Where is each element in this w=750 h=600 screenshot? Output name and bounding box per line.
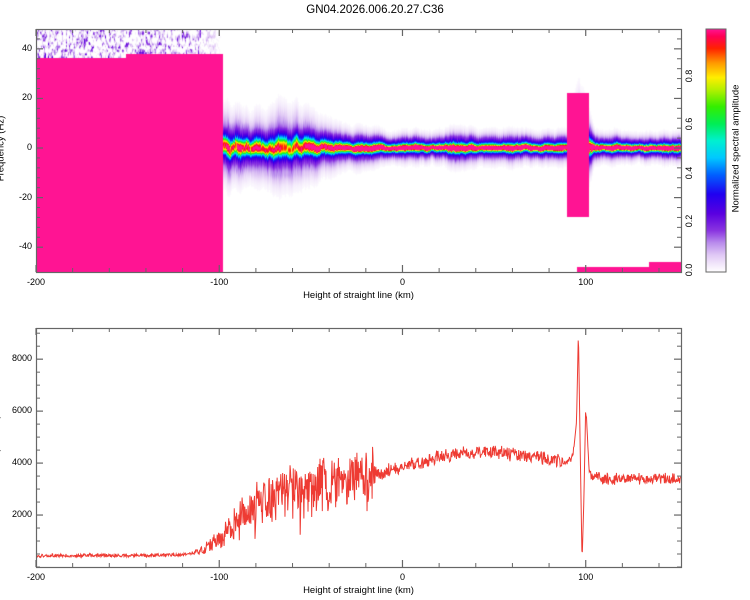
spectrogram-yticklabel: -20	[18, 191, 32, 202]
spectrogram-ylabel: Frequency (Hz)	[0, 115, 7, 181]
spectrogram-yticklabel: 20	[21, 92, 32, 103]
colorbar-label: Normalized spectral amplitude	[730, 84, 742, 212]
colorbar-ticklabel: 0.2	[684, 215, 694, 228]
snr-xticklabel: -200	[26, 572, 45, 582]
colorbar-gradient	[705, 28, 727, 273]
snr-yticklabel: 8000	[11, 353, 32, 364]
spectrogram-xticklabel: 100	[578, 277, 594, 287]
snr-xticklabel: -100	[210, 572, 229, 582]
spectrogram-canvas	[35, 28, 727, 274]
snr-trace	[36, 340, 681, 559]
spectrogram-yticklabel: 0	[26, 142, 32, 153]
spectrogram-frame	[35, 28, 683, 274]
colorbar-ticklabel: 0.4	[684, 166, 694, 180]
snr-frame	[35, 327, 683, 569]
spectrogram-yticklabel: -40	[18, 241, 32, 252]
snr-canvas	[35, 327, 683, 569]
snr-xticklabel: 100	[578, 572, 594, 582]
spectrogram-xlabel: Height of straight line (km)	[303, 290, 414, 301]
spectrogram-xticklabel: -100	[210, 277, 229, 287]
snr-yticklabel: 6000	[11, 405, 32, 416]
snr-yticklabel: 2000	[11, 509, 32, 520]
figure-title: GN04.2026.006.20.27.C36	[306, 4, 444, 16]
snr-yticklabel: 4000	[11, 457, 32, 468]
colorbar-ticklabel: 0.8	[684, 69, 694, 82]
snr-xlabel: Height of straight line (km)	[303, 585, 414, 596]
spectrogram-yticklabel: 40	[21, 42, 32, 53]
spectrogram-xticklabel: 0	[399, 277, 405, 287]
snr-xticklabel: 0	[399, 572, 405, 582]
spectrogram-image	[36, 29, 681, 272]
spectrogram-xticklabel: -200	[26, 277, 45, 287]
colorbar-ticklabel: 0.6	[684, 117, 694, 131]
colorbar-ticklabel: 0.0	[684, 263, 694, 277]
